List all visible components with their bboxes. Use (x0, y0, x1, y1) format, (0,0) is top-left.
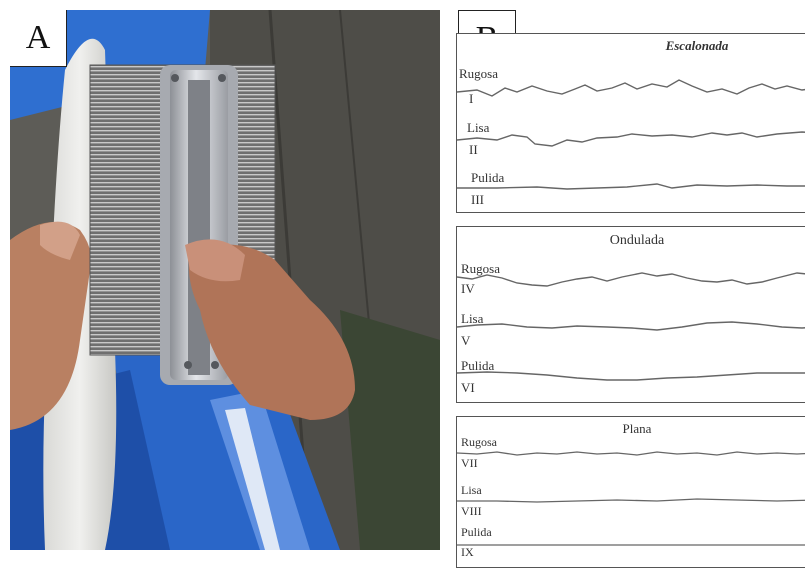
profile-numeral: IV (461, 281, 475, 296)
surface-label: Rugosa (459, 66, 498, 81)
profile-line-lisa (457, 498, 805, 503)
profile-lines (457, 451, 805, 546)
surface-label: Lisa (461, 311, 484, 326)
profile-lines (457, 79, 805, 190)
profile-line-rugosa (457, 272, 805, 287)
profile-line-rugosa (457, 79, 805, 97)
profile-group-plana: Plana Rugosa VII Lisa VIII Pulida IX (456, 416, 805, 568)
profile-numeral: I (469, 91, 474, 106)
profile-numeral: II (469, 142, 478, 157)
profile-numeral: VII (461, 456, 478, 470)
surface-label: Pulida (461, 358, 495, 373)
profile-numeral: V (461, 333, 471, 348)
surface-label: Lisa (467, 120, 490, 135)
profile-line-lisa (457, 321, 805, 331)
profile-line-pulida (457, 183, 805, 190)
profile-lines (457, 272, 805, 381)
group-title: Ondulada (609, 233, 665, 248)
panel-label-a: A (10, 10, 67, 67)
photo-illustration (10, 10, 440, 550)
group-title: Plana (622, 421, 652, 436)
surface-label: Pulida (461, 525, 492, 539)
profile-numeral: VI (461, 380, 475, 395)
profile-line-rugosa (457, 451, 805, 456)
profile-group-escalonada: Escalonada Rugosa I Lisa II Pulida III (456, 33, 805, 213)
profile-group-ondulada: Ondulada Rugosa IV Lisa V Pulida VI (456, 226, 805, 403)
surface-label: Rugosa (461, 261, 500, 276)
group-title: Escalonada (665, 38, 729, 53)
surface-label: Rugosa (461, 435, 497, 449)
profile-line-pulida (457, 371, 805, 381)
profile-numeral: III (471, 192, 484, 207)
photo-profile-gauge: A (10, 10, 440, 550)
surface-label: Pulida (471, 170, 505, 185)
profile-line-lisa (457, 131, 805, 147)
profile-numeral: VIII (461, 504, 482, 518)
surface-label: Lisa (461, 483, 482, 497)
